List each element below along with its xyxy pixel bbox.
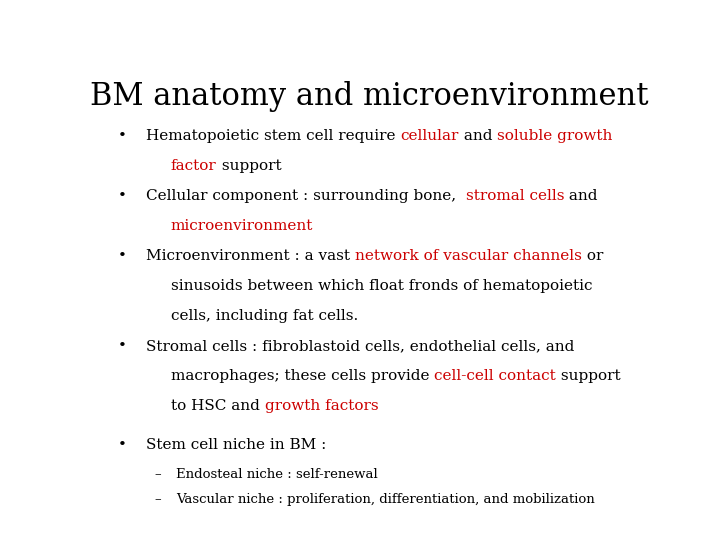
Text: cell-cell contact: cell-cell contact	[434, 369, 556, 383]
Text: BM anatomy and microenvironment: BM anatomy and microenvironment	[90, 82, 648, 112]
Text: •: •	[118, 189, 127, 203]
Text: to HSC and: to HSC and	[171, 399, 265, 413]
Text: stromal cells: stromal cells	[466, 189, 564, 203]
Text: –: –	[154, 493, 161, 506]
Text: and: and	[459, 129, 497, 143]
Text: •: •	[118, 129, 127, 143]
Text: sinusoids between which float fronds of hematopoietic: sinusoids between which float fronds of …	[171, 279, 593, 293]
Text: support: support	[556, 369, 621, 383]
Text: Endosteal niche : self-renewal: Endosteal niche : self-renewal	[176, 468, 378, 481]
Text: Stromal cells : fibroblastoid cells, endothelial cells, and: Stromal cells : fibroblastoid cells, end…	[145, 339, 574, 353]
Text: Stem cell niche in BM :: Stem cell niche in BM :	[145, 438, 326, 452]
Text: network of vascular channels: network of vascular channels	[355, 249, 582, 263]
Text: macrophages; these cells provide: macrophages; these cells provide	[171, 369, 434, 383]
Text: cellular: cellular	[400, 129, 459, 143]
Text: and: and	[564, 189, 598, 203]
Text: growth factors: growth factors	[265, 399, 378, 413]
Text: support: support	[217, 159, 282, 173]
Text: or: or	[582, 249, 603, 263]
Text: Hematopoietic stem cell require: Hematopoietic stem cell require	[145, 129, 400, 143]
Text: soluble growth: soluble growth	[497, 129, 612, 143]
Text: Microenvironment : a vast: Microenvironment : a vast	[145, 249, 355, 263]
Text: cells, including fat cells.: cells, including fat cells.	[171, 309, 358, 323]
Text: •: •	[118, 339, 127, 353]
Text: microenvironment: microenvironment	[171, 219, 313, 233]
Text: •: •	[118, 249, 127, 263]
Text: –: –	[154, 468, 161, 481]
Text: •: •	[118, 438, 127, 452]
Text: Cellular component : surrounding bone,: Cellular component : surrounding bone,	[145, 189, 466, 203]
Text: factor: factor	[171, 159, 217, 173]
Text: Vascular niche : proliferation, differentiation, and mobilization: Vascular niche : proliferation, differen…	[176, 493, 595, 506]
